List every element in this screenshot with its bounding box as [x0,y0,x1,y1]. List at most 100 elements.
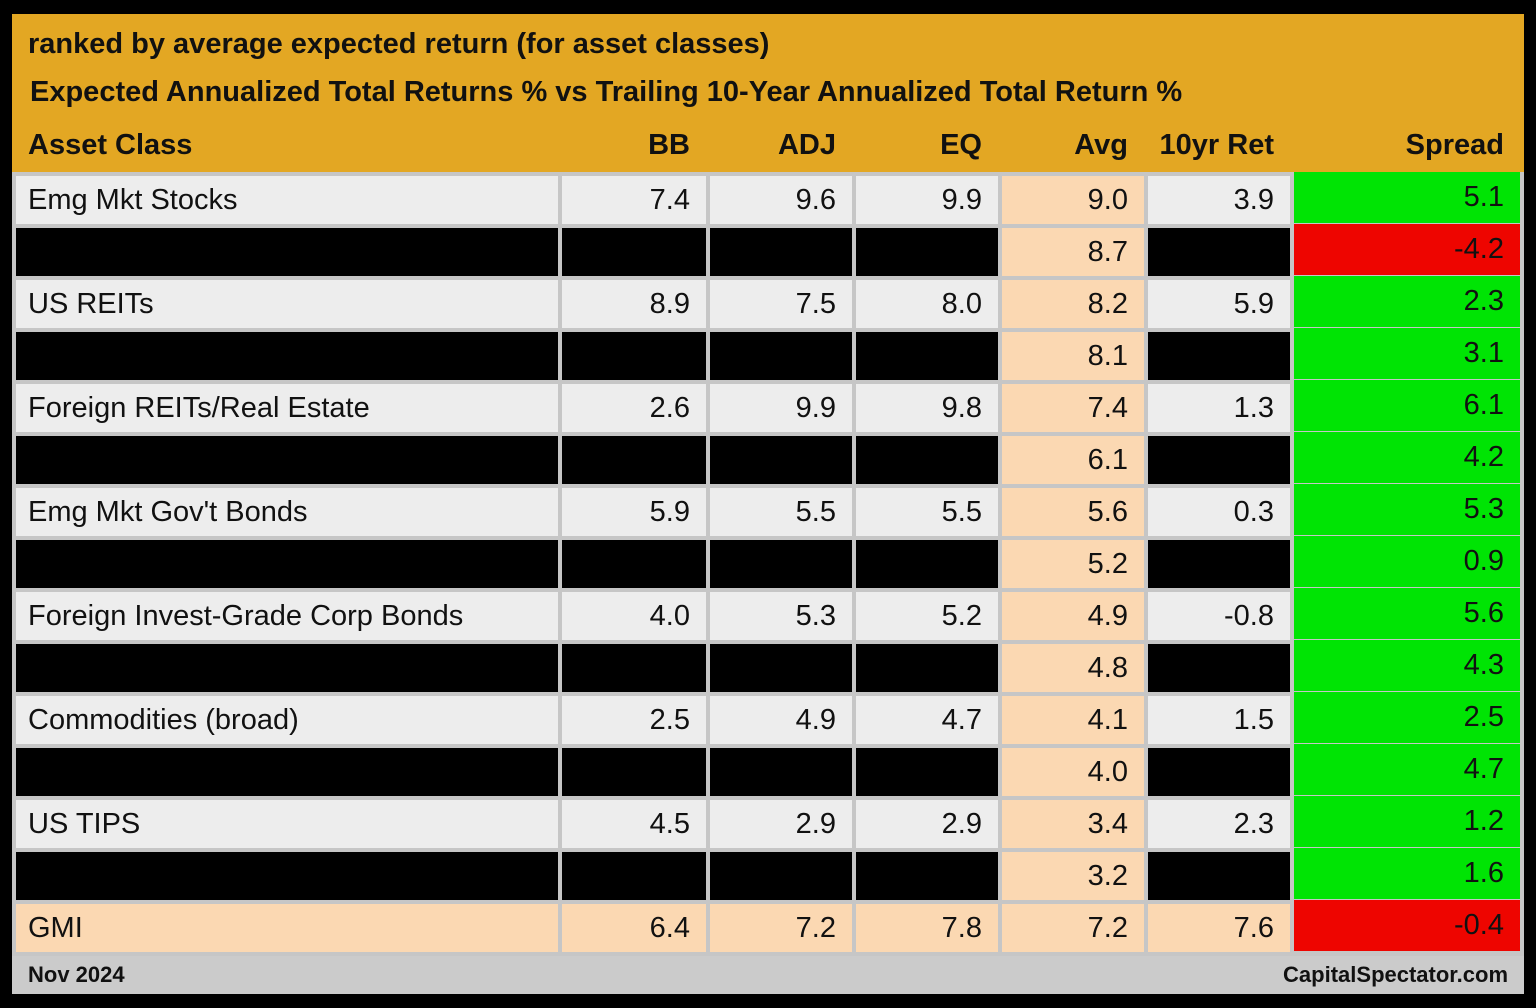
spread-cell: -0.4 [1294,900,1520,951]
redacted-table-row: 8.7 -4.2 [16,224,1524,276]
asset-class-cell: Foreign REITs/Real Estate [16,384,558,432]
avg-cell: 6.1 [1002,436,1144,484]
10yr-ret-cell: 0.3 [1148,488,1290,536]
avg-cell: 4.9 [1002,592,1144,640]
footer-source: CapitalSpectator.com [1283,962,1508,987]
table-row: Foreign REITs/Real Estate 2.6 9.9 9.8 7.4 1.3… [16,380,1524,432]
spread-cell: 4.2 [1294,432,1520,483]
10yr-ret-cell: 1.5 [1148,696,1290,744]
bb-cell: 5.9 [562,488,706,536]
10yr-ret-cell: 1.3 [1148,384,1290,432]
redacted-cell [1148,644,1290,692]
asset-class-cell: US TIPS [16,800,558,848]
eq-cell: 5.5 [856,488,998,536]
10yr-ret-cell: 5.9 [1148,280,1290,328]
adj-cell: 5.3 [710,592,852,640]
spread-cell: 1.6 [1294,848,1520,899]
column-header-bb: BB [648,129,690,161]
spread-cell: 5.6 [1294,588,1520,639]
redacted-cell [16,748,558,796]
adj-cell: 7.2 [710,904,852,952]
column-header-row: Asset Class BB ADJ EQ Avg 10yr Ret Spread [12,122,1524,168]
chart-subtitle: ranked by average expected return (for a… [28,28,770,60]
gold-header: ranked by average expected return (for a… [12,14,1524,172]
chart-title: Expected Annualized Total Returns % vs T… [30,76,1183,108]
redacted-cell [562,540,706,588]
avg-cell: 4.1 [1002,696,1144,744]
spread-cell: 0.9 [1294,536,1520,587]
eq-cell: 7.8 [856,904,998,952]
redacted-cell [562,852,706,900]
asset-class-cell: Emg Mkt Gov't Bonds [16,488,558,536]
footer-bar: Nov 2024 CapitalSpectator.com [12,956,1524,994]
adj-cell: 9.9 [710,384,852,432]
redacted-cell [710,436,852,484]
redacted-cell [856,644,998,692]
adj-cell: 9.6 [710,176,852,224]
avg-cell: 7.4 [1002,384,1144,432]
redacted-cell [562,332,706,380]
bb-cell: 4.5 [562,800,706,848]
redacted-cell [16,644,558,692]
avg-cell: 3.4 [1002,800,1144,848]
redacted-cell [16,332,558,380]
redacted-cell [16,228,558,276]
avg-cell: 5.2 [1002,540,1144,588]
redacted-cell [562,436,706,484]
redacted-cell [16,540,558,588]
redacted-cell [1148,436,1290,484]
spread-cell: 4.3 [1294,640,1520,691]
redacted-table-row: 8.1 3.1 [16,328,1524,380]
avg-cell: 7.2 [1002,904,1144,952]
redacted-cell [562,228,706,276]
redacted-cell [856,748,998,796]
table-row: Commodities (broad) 2.5 4.9 4.7 4.1 1.5 2.5 [16,692,1524,744]
column-header-avg: Avg [1074,129,1128,161]
redacted-cell [710,332,852,380]
table-row: GMI 6.4 7.2 7.8 7.2 7.6 -0.4 [16,900,1524,952]
bb-cell: 8.9 [562,280,706,328]
eq-cell: 9.9 [856,176,998,224]
redacted-cell [710,852,852,900]
redacted-cell [710,748,852,796]
10yr-ret-cell: 7.6 [1148,904,1290,952]
avg-cell: 5.6 [1002,488,1144,536]
spread-cell: 4.7 [1294,744,1520,795]
adj-cell: 5.5 [710,488,852,536]
adj-cell: 7.5 [710,280,852,328]
redacted-cell [710,644,852,692]
spread-cell: 2.5 [1294,692,1520,743]
table-row: US TIPS 4.5 2.9 2.9 3.4 2.3 1.2 [16,796,1524,848]
eq-cell: 2.9 [856,800,998,848]
bb-cell: 2.6 [562,384,706,432]
redacted-table-row: 4.8 4.3 [16,640,1524,692]
avg-cell: 4.0 [1002,748,1144,796]
redacted-cell [856,540,998,588]
redacted-cell [1148,540,1290,588]
avg-cell: 8.7 [1002,228,1144,276]
10yr-ret-cell: -0.8 [1148,592,1290,640]
column-header-adj: ADJ [777,129,836,161]
redacted-table-row: 3.2 1.6 [16,848,1524,900]
redacted-cell [1148,748,1290,796]
eq-cell: 8.0 [856,280,998,328]
redacted-table-row: 5.2 0.9 [16,536,1524,588]
spread-cell: 1.2 [1294,796,1520,847]
avg-cell: 4.8 [1002,644,1144,692]
redacted-cell [16,852,558,900]
column-header-asset-class: Asset Class [28,129,193,161]
table-row: Foreign Invest-Grade Corp Bonds 4.0 5.3 5.2… [16,588,1524,640]
avg-cell: 3.2 [1002,852,1144,900]
asset-class-cell: Emg Mkt Stocks [16,176,558,224]
redacted-cell [16,436,558,484]
redacted-cell [1148,852,1290,900]
avg-cell: 9.0 [1002,176,1144,224]
asset-class-cell: US REITs [16,280,558,328]
redacted-cell [856,436,998,484]
spread-cell: 2.3 [1294,276,1520,327]
redacted-cell [710,540,852,588]
redacted-cell [562,644,706,692]
redacted-table-row: 4.0 4.7 [16,744,1524,796]
asset-class-cell: Foreign Invest-Grade Corp Bonds [16,592,558,640]
